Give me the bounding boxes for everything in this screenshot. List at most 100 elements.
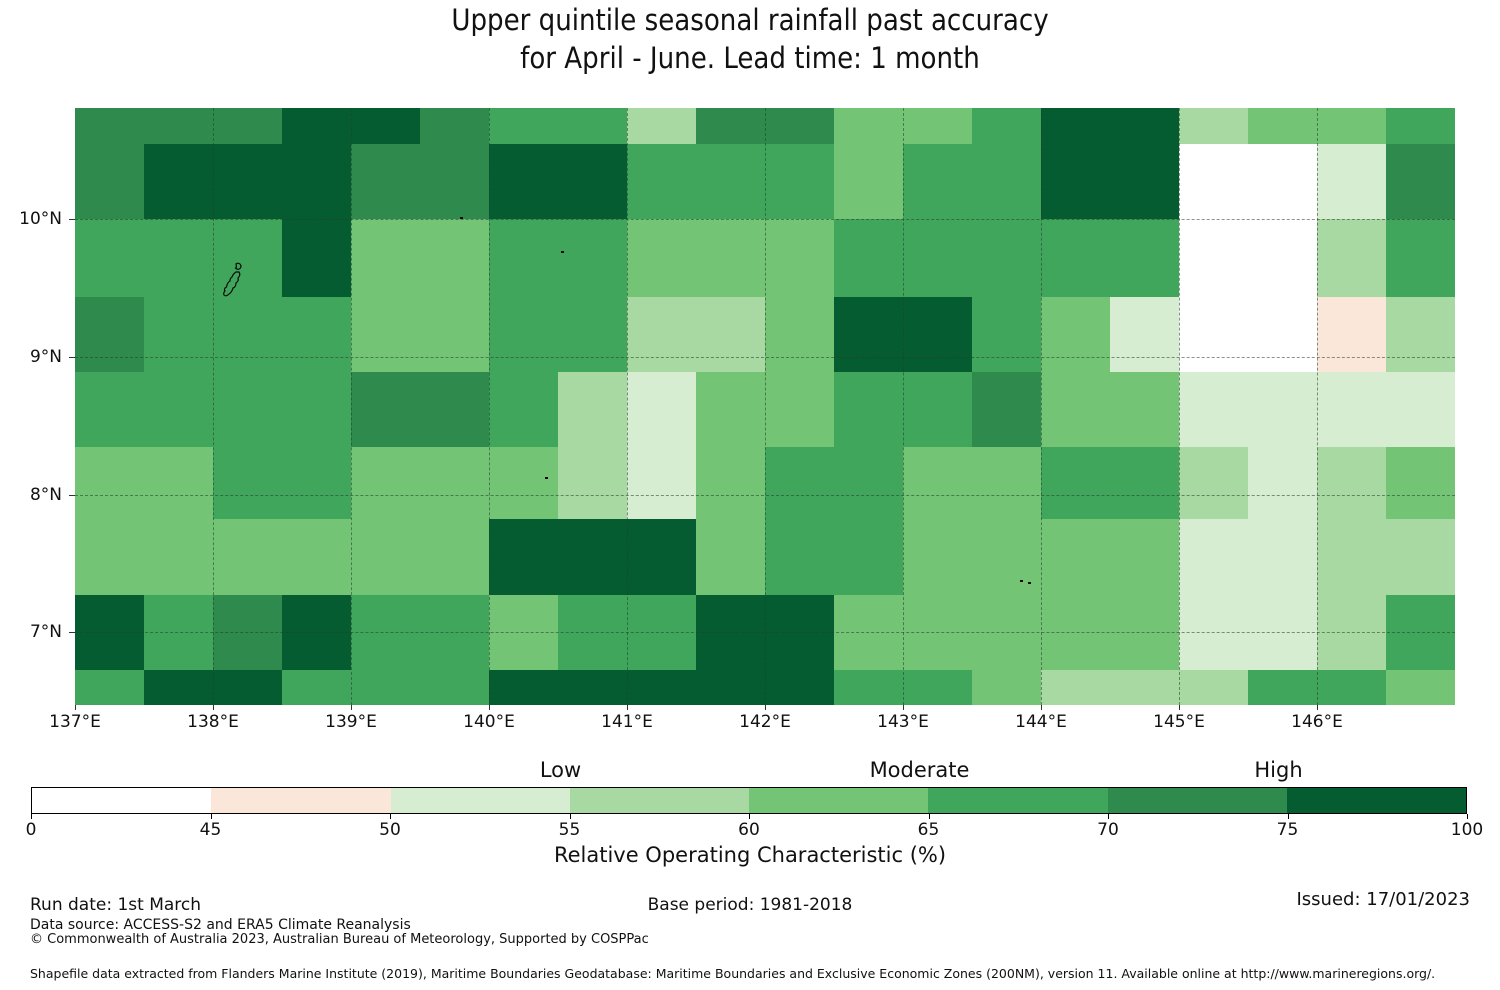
map-cell	[1041, 670, 1110, 705]
colorbar-tick-label: 100	[1450, 820, 1484, 840]
colorbar-tick-mark	[928, 814, 930, 819]
run-date-text: Run date: 1st March	[30, 895, 202, 915]
map-cell	[903, 297, 972, 372]
gridline-horizontal	[75, 632, 1455, 634]
map-cell	[75, 219, 144, 297]
map-cell	[696, 372, 765, 447]
map-cell	[1386, 670, 1455, 705]
map-cell	[1179, 372, 1248, 447]
map-cell	[1179, 144, 1248, 219]
colorbar-category-label: High	[1254, 758, 1303, 782]
map-cell	[1386, 144, 1455, 219]
gridline-vertical	[213, 108, 214, 705]
map-cell	[213, 372, 282, 447]
colorbar-segment	[569, 788, 749, 813]
island-outline-palau	[223, 262, 242, 297]
map-cell	[1317, 519, 1386, 595]
map-cell	[627, 219, 696, 297]
map-cell	[420, 297, 489, 372]
map-cell	[1179, 670, 1248, 705]
map-cell	[1317, 670, 1386, 705]
map-cell	[489, 670, 558, 705]
map-cell	[834, 144, 903, 219]
map-cell	[972, 297, 1041, 372]
map-cell	[972, 144, 1041, 219]
map-cell	[1041, 372, 1110, 447]
y-tick-mark	[69, 494, 75, 496]
colorbar-segment	[211, 788, 391, 813]
map-cell	[282, 297, 351, 372]
colorbar-tick-mark	[210, 814, 212, 819]
map-cell	[1248, 372, 1317, 447]
map-cell	[834, 219, 903, 297]
map-cell	[1317, 108, 1386, 144]
map-cell	[1248, 108, 1317, 144]
plot-area	[75, 108, 1455, 705]
x-tick-mark	[765, 705, 766, 710]
map-cell	[903, 144, 972, 219]
map-cell	[696, 108, 765, 144]
gridline-vertical	[351, 108, 352, 705]
map-cell	[489, 447, 558, 519]
map-cell	[351, 670, 420, 705]
gridline-horizontal	[75, 494, 1455, 496]
map-cell	[696, 447, 765, 519]
map-cell	[1179, 519, 1248, 595]
colorbar-tick-mark	[569, 814, 571, 819]
map-cell	[75, 297, 144, 372]
base-period-text: Base period: 1981-2018	[647, 895, 853, 915]
map-cell	[1110, 219, 1179, 297]
data-source-text: Data source: ACCESS-S2 and ERA5 Climate …	[30, 917, 411, 933]
map-cell	[489, 144, 558, 219]
y-tick-label: 9°N	[29, 346, 62, 367]
map-cell	[903, 447, 972, 519]
map-cell	[213, 297, 282, 372]
map-cell	[1248, 519, 1317, 595]
map-cell	[627, 519, 696, 595]
map-cell	[972, 670, 1041, 705]
map-cell	[1110, 144, 1179, 219]
map-cell	[1386, 108, 1455, 144]
colorbar-category-label: Low	[539, 758, 582, 782]
map-cell	[1179, 447, 1248, 519]
map-cell	[627, 144, 696, 219]
colorbar-segment	[1107, 788, 1287, 813]
colorbar-category-label: Moderate	[869, 758, 970, 782]
colorbar-segment	[928, 788, 1108, 813]
map-cell	[558, 519, 627, 595]
map-cell	[903, 519, 972, 595]
x-tick-mark	[351, 705, 352, 710]
map-cell	[903, 372, 972, 447]
map-cell	[1179, 219, 1248, 297]
map-cell	[1317, 372, 1386, 447]
colorbar-segment	[32, 788, 212, 813]
map-cell	[765, 297, 834, 372]
colorbar-axis-label: Relative Operating Characteristic (%)	[553, 843, 947, 867]
map-cell	[1041, 219, 1110, 297]
map-cell	[351, 447, 420, 519]
map-cell	[282, 519, 351, 595]
x-tick-label: 146°E	[1291, 712, 1343, 732]
y-tick-mark	[69, 356, 75, 358]
colorbar-tick-mark	[1467, 814, 1468, 819]
map-cell	[765, 670, 834, 705]
map-cell	[213, 144, 282, 219]
map-cell	[627, 447, 696, 519]
map-cell	[1248, 219, 1317, 297]
map-cell	[558, 144, 627, 219]
colorbar-segment	[749, 788, 929, 813]
map-cell	[213, 108, 282, 144]
colorbar-tick-mark	[1108, 814, 1109, 819]
map-cell	[765, 519, 834, 595]
map-cell	[351, 219, 420, 297]
map-cell	[282, 447, 351, 519]
map-cell	[834, 297, 903, 372]
map-cell	[213, 519, 282, 595]
gridline-vertical	[489, 108, 490, 705]
copyright-text: © Commonwealth of Australia 2023, Austra…	[30, 932, 649, 947]
map-cell	[1041, 519, 1110, 595]
map-cell	[903, 670, 972, 705]
map-cell	[420, 447, 489, 519]
map-cell	[558, 372, 627, 447]
gridline-vertical	[627, 108, 628, 705]
